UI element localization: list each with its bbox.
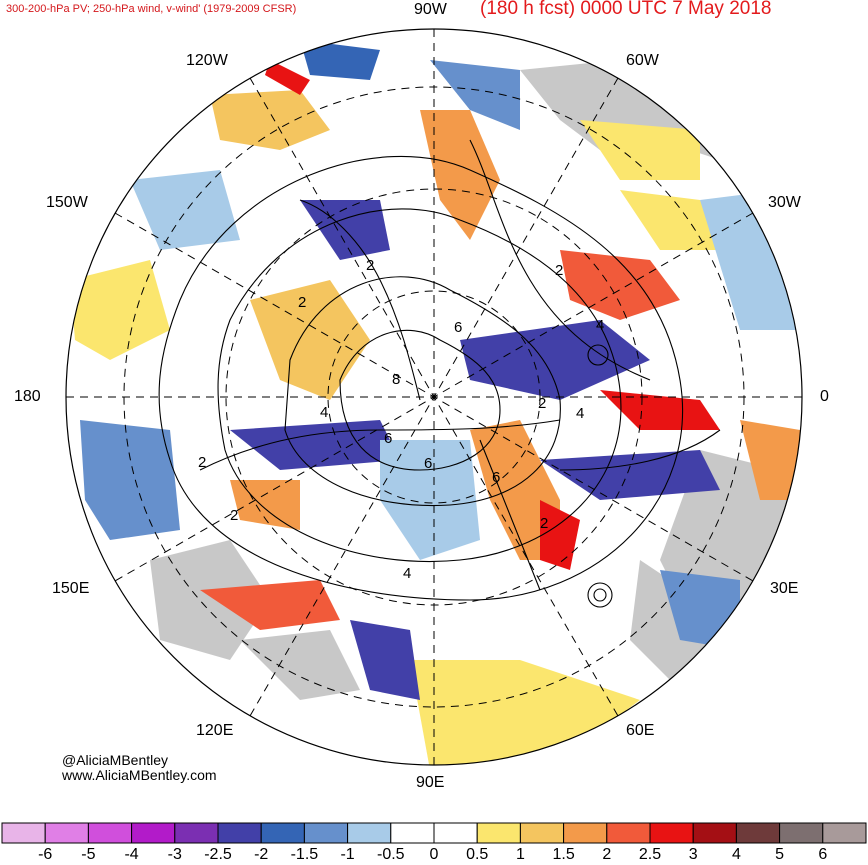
- colorbar-tick-label: -1: [340, 846, 355, 863]
- colorbar-tick-label: -3: [167, 846, 182, 863]
- colorbar-swatch: [174, 822, 219, 844]
- contour-label: 4: [403, 565, 411, 582]
- colorbar-tick-label: 4: [731, 846, 741, 863]
- contour-label: 2: [198, 454, 206, 471]
- colorbar-swatch: [779, 822, 824, 844]
- colorbar-tick-label: 0.5: [466, 846, 489, 863]
- colorbar-swatch: [606, 822, 651, 844]
- colorbar-tick-label: 1.5: [552, 846, 575, 863]
- lon-label-150e: 150E: [52, 580, 90, 597]
- contour-label: 6: [492, 469, 500, 486]
- contour-label: 2: [298, 294, 306, 311]
- colorbar-swatch: [347, 822, 392, 844]
- lon-label-120w: 120W: [186, 52, 228, 69]
- lon-label-180: 180: [14, 388, 41, 405]
- colorbar-tick-label: -2.5: [204, 846, 232, 863]
- colorbar-swatch: [433, 822, 478, 844]
- header-left-title: 300-200-hPa PV; 250-hPa wind, v-wind' (1…: [6, 3, 297, 15]
- contour-label: 4: [576, 405, 584, 422]
- colorbar-swatch: [87, 822, 133, 844]
- colorbar-swatch: [260, 822, 305, 844]
- lon-label-60w: 60W: [626, 52, 659, 69]
- credit-handle: @AliciaMBentley: [62, 752, 169, 768]
- polar-map: 2 2 2 2 2 2 2 4 4 4 4 6 6 6 6 8: [65, 28, 803, 766]
- colorbar-tick-label: -1.5: [290, 846, 319, 863]
- colorbar-swatch: [131, 822, 176, 844]
- colorbar-tick-label: -6: [38, 846, 53, 863]
- lon-label-30e: 30E: [770, 580, 799, 597]
- lon-label-90w: 90W: [414, 1, 447, 18]
- contour-label: 2: [230, 507, 238, 524]
- colorbar-tick-label: 3: [688, 846, 698, 863]
- colorbar-swatch: [649, 822, 694, 844]
- pv-contours: [158, 139, 721, 608]
- colorbar-tick-label: 6: [818, 846, 828, 863]
- lon-label-150w: 150W: [46, 194, 88, 211]
- lon-label-90e: 90E: [416, 774, 445, 791]
- contour-labels: 2 2 2 2 2 2 2 4 4 4 4 6 6 6 6 8: [198, 257, 604, 582]
- lon-label-0: 0: [820, 388, 829, 405]
- colorbar-swatch: [44, 822, 89, 844]
- colorbar-swatch: [519, 822, 565, 844]
- colorbar-swatch: [822, 822, 867, 844]
- lon-label-60e: 60E: [626, 722, 655, 739]
- colorbar-tick-label: -5: [81, 846, 96, 863]
- contour-label: 2: [366, 257, 374, 274]
- lon-label-30w: 30W: [768, 194, 801, 211]
- negative-anomalies: [80, 40, 800, 700]
- colorbar: [1, 822, 867, 844]
- colorbar-swatch: [476, 822, 521, 844]
- colorbar-tick-label: 0: [429, 846, 439, 863]
- credit-website: www.AliciaMBentley.com: [62, 767, 217, 783]
- contour-label: 4: [320, 404, 328, 421]
- colorbar-swatch: [303, 822, 349, 844]
- contour-label: 2: [555, 262, 563, 279]
- map-fields: [66, 29, 802, 765]
- contour-label: 6: [384, 430, 392, 447]
- colorbar-swatch: [1, 822, 46, 844]
- colorbar-swatch: [735, 822, 781, 844]
- colorbar-tick-label: 2.5: [638, 846, 662, 863]
- contour-label: 4: [596, 317, 604, 334]
- contour-label: 6: [454, 319, 462, 336]
- colorbar-tick-label: 5: [775, 846, 785, 863]
- contour-label: 8: [392, 371, 400, 388]
- lon-label-120e: 120E: [196, 722, 234, 739]
- colorbar-swatch: [563, 822, 608, 844]
- contour-label: 2: [540, 515, 548, 532]
- colorbar-tick-label: -4: [124, 846, 139, 863]
- colorbar-tick-label: -0.5: [377, 846, 405, 863]
- colorbar-tick-label: 2: [602, 846, 612, 863]
- contour-label: 6: [424, 455, 432, 472]
- positive-anomalies: [70, 60, 802, 765]
- graticule: [66, 29, 802, 765]
- colorbar-tick-label: 1: [515, 846, 525, 863]
- header-forecast-title: (180 h fcst) 0000 UTC 7 May 2018: [480, 0, 772, 19]
- contour-label: 2: [538, 395, 546, 412]
- map-boundary: [65, 28, 803, 766]
- colorbar-tick-label: -2: [254, 846, 269, 863]
- colorbar-swatch: [692, 822, 737, 844]
- colorbar-swatch: [217, 822, 262, 844]
- colorbar-swatch: [390, 822, 435, 844]
